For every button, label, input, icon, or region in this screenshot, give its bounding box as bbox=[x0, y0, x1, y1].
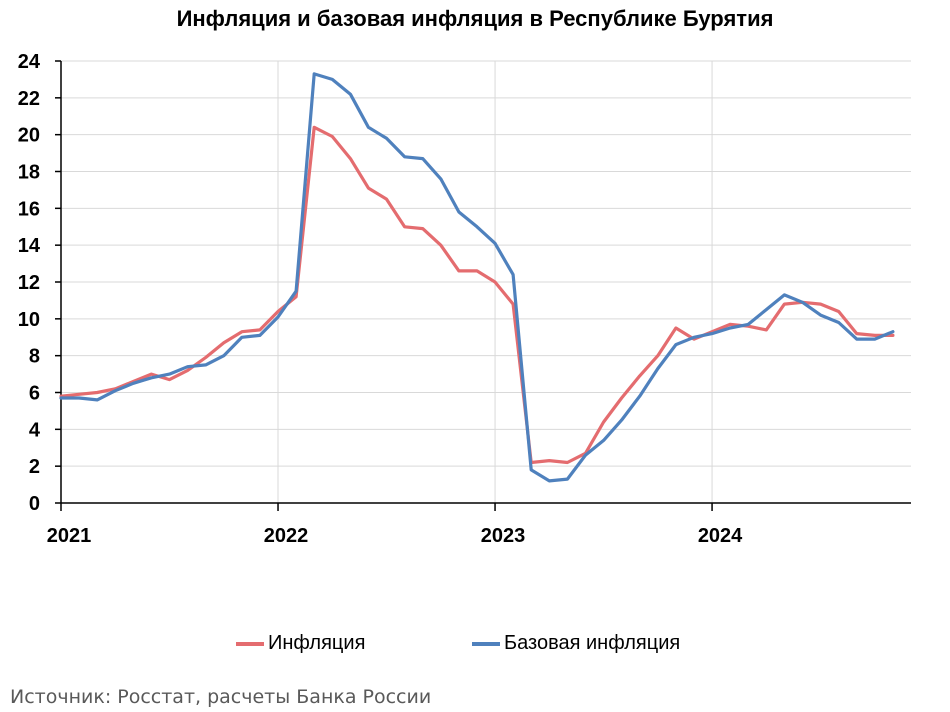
legend: Инфляция Базовая инфляция bbox=[0, 632, 950, 662]
legend-item-inflation: Инфляция bbox=[236, 632, 365, 655]
legend-swatch-core-inflation bbox=[472, 641, 500, 646]
y-tick-label: 20 bbox=[18, 125, 40, 147]
y-tick-label: 22 bbox=[18, 88, 40, 110]
source-note: Источник: Росстат, расчеты Банка России bbox=[10, 686, 432, 708]
x-tick-label: 2023 bbox=[481, 525, 526, 547]
y-tick-label: 24 bbox=[18, 51, 41, 73]
x-tick-label: 2021 bbox=[47, 525, 92, 547]
y-tick-label: 2 bbox=[29, 456, 40, 478]
y-tick-label: 8 bbox=[29, 346, 40, 368]
legend-swatch-inflation bbox=[236, 641, 264, 646]
y-tick-label: 12 bbox=[18, 272, 40, 294]
y-tick-label: 18 bbox=[18, 162, 40, 184]
series-line-core-inflation bbox=[59, 72, 895, 483]
x-tick-label: 2022 bbox=[264, 525, 309, 547]
series-lines bbox=[59, 72, 895, 483]
y-tick-label: 14 bbox=[18, 235, 41, 257]
y-tick-label: 4 bbox=[29, 419, 41, 441]
series-line-inflation bbox=[59, 125, 895, 465]
legend-item-core-inflation: Базовая инфляция bbox=[472, 632, 680, 655]
y-tick-label: 6 bbox=[29, 383, 40, 405]
x-tick-label: 2024 bbox=[698, 525, 743, 547]
grid-lines bbox=[61, 60, 911, 503]
legend-label-core-inflation: Базовая инфляция bbox=[504, 632, 681, 654]
chart-title: Инфляция и базовая инфляция в Республике… bbox=[176, 6, 774, 31]
y-tick-label: 10 bbox=[18, 309, 40, 331]
axes bbox=[55, 60, 911, 511]
y-tick-label: 0 bbox=[29, 493, 40, 515]
legend-label-inflation: Инфляция bbox=[268, 632, 366, 654]
y-tick-label: 16 bbox=[18, 198, 40, 220]
